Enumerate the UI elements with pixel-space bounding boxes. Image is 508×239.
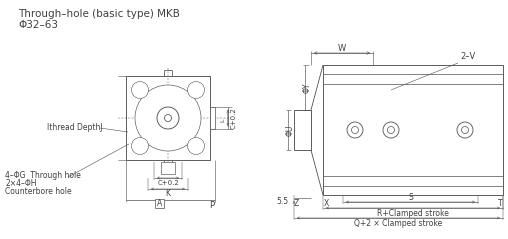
Text: ΦU: ΦU [285,124,295,136]
Circle shape [187,137,205,154]
Text: 2–V: 2–V [460,51,475,60]
Circle shape [140,90,196,146]
Text: 2×4–ΦH: 2×4–ΦH [5,179,37,189]
Text: A: A [157,199,163,208]
Text: C+0.2: C+0.2 [157,180,179,186]
Text: T: T [498,200,502,208]
Bar [323,65,503,195]
Circle shape [190,85,202,96]
Circle shape [157,107,179,129]
Text: X: X [324,200,329,208]
Circle shape [190,141,202,152]
Circle shape [165,114,172,121]
Circle shape [352,126,359,134]
Text: P: P [209,201,214,211]
Text: R+Clamped stroke: R+Clamped stroke [377,210,449,218]
Circle shape [187,81,205,98]
Circle shape [135,85,201,151]
Circle shape [135,141,145,152]
Text: Ithread DepthJ: Ithread DepthJ [47,124,103,132]
Text: ΦY: ΦY [302,82,311,93]
Text: K: K [166,190,171,199]
Circle shape [388,126,395,134]
Text: Φ32–63: Φ32–63 [18,20,58,30]
Text: 5.5: 5.5 [276,197,288,206]
Circle shape [132,81,148,98]
Text: W: W [338,43,346,53]
Text: Q+2 × Clamped stroke: Q+2 × Clamped stroke [355,219,442,228]
Bar [294,110,311,150]
Circle shape [347,122,363,138]
Circle shape [461,126,468,134]
Text: S: S [408,194,413,202]
Bar [126,76,210,160]
Bar [210,107,215,129]
Circle shape [383,122,399,138]
Circle shape [132,137,148,154]
Text: 4–ΦG  Through hole: 4–ΦG Through hole [5,170,81,179]
Text: C+0.2: C+0.2 [231,107,237,129]
Text: Z: Z [294,200,299,208]
Text: Counterbore hole: Counterbore hole [5,188,72,196]
Bar [161,162,175,174]
Text: Through–hole (basic type) MKB: Through–hole (basic type) MKB [18,9,180,19]
Bar [155,199,164,208]
Text: L: L [220,118,226,122]
Circle shape [457,122,473,138]
Circle shape [135,85,145,96]
